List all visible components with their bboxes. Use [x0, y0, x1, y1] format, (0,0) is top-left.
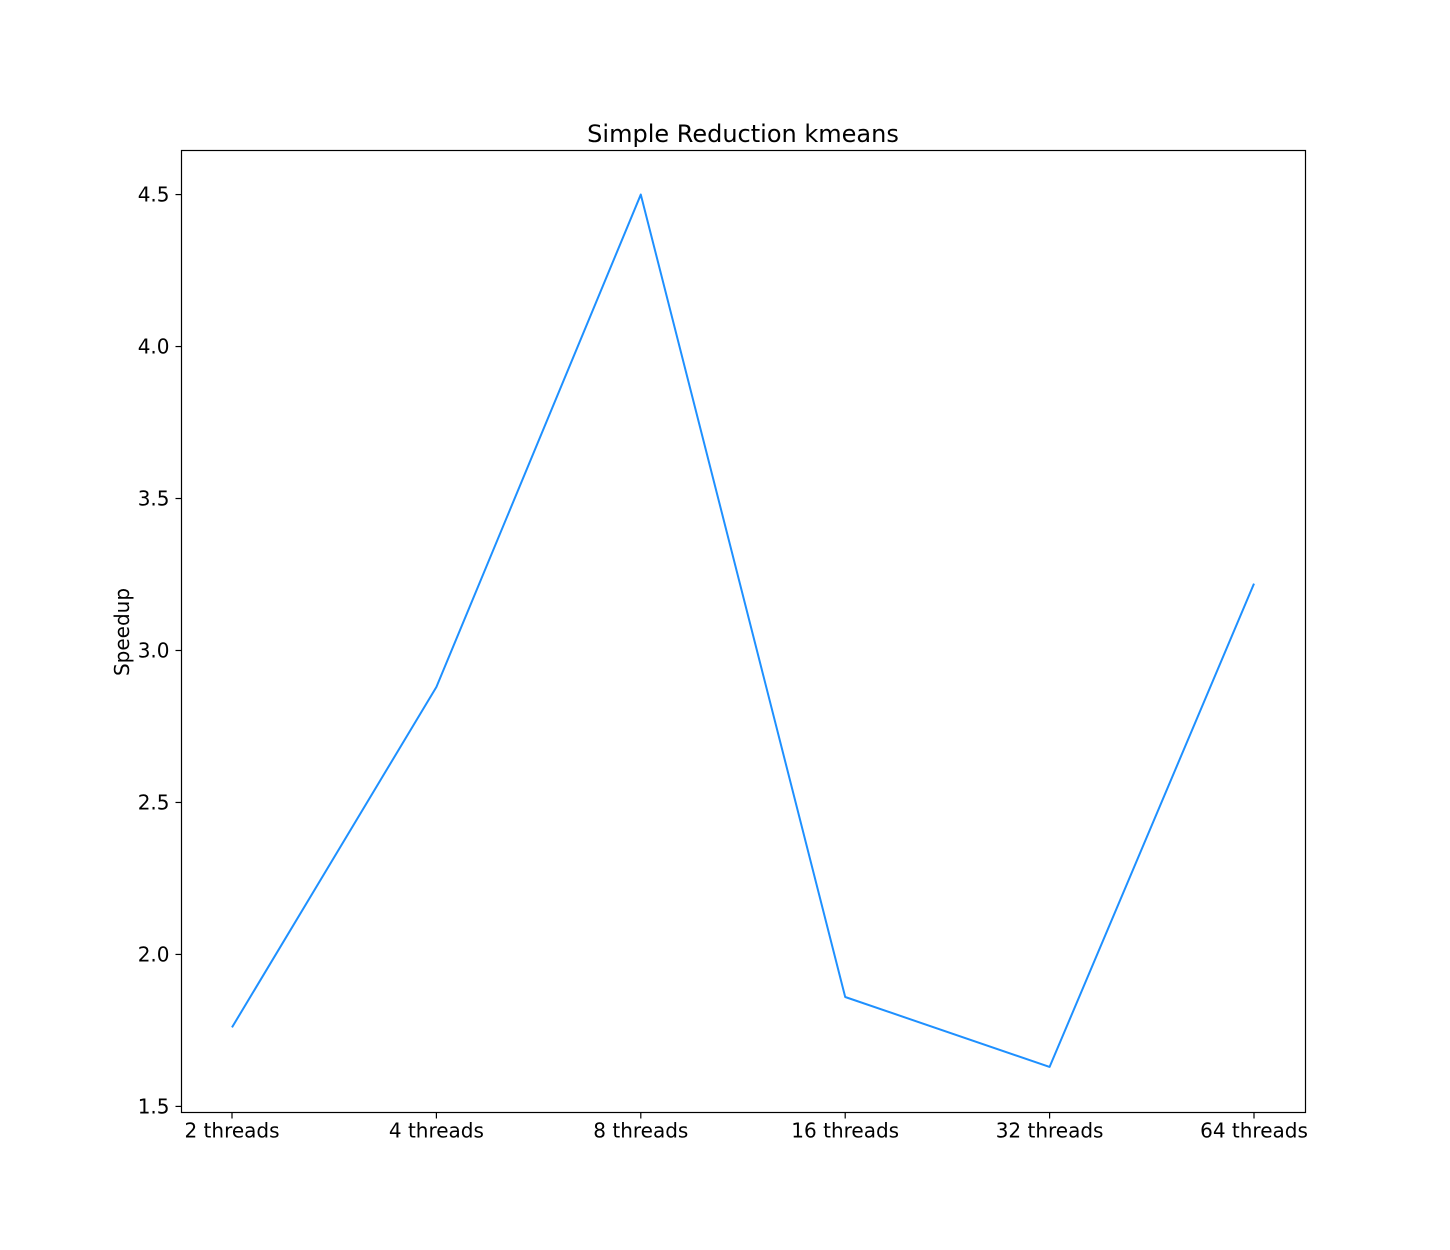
y-tick-label: 3.5 — [138, 487, 170, 511]
y-axis-label: Speedup — [110, 588, 134, 676]
x-tick-label: 8 threads — [593, 1119, 688, 1143]
y-tick-label: 3.0 — [138, 638, 170, 662]
y-tick-label: 1.5 — [138, 1094, 170, 1118]
x-tick-label: 4 threads — [389, 1119, 484, 1143]
speedup-series-line — [231, 193, 1255, 1068]
x-tick-label: 2 threads — [184, 1119, 279, 1143]
y-tick-label: 4.0 — [138, 335, 170, 359]
chart-title: Simple Reduction kmeans — [587, 120, 899, 148]
plot-frame — [180, 149, 1307, 1114]
y-tick-label: 2.0 — [138, 942, 170, 966]
y-tick-label: 4.5 — [138, 183, 170, 207]
x-tick-label: 32 threads — [996, 1119, 1104, 1143]
series-layer — [231, 193, 1255, 1068]
x-axis-ticks: 2 threads 4 threads 8 threads 16 threads 32 … — [184, 1112, 1308, 1143]
y-axis-ticks: 1.5 2.0 2.5 3.0 3.5 4.0 4.5 — [138, 183, 182, 1118]
x-tick-label: 16 threads — [791, 1119, 899, 1143]
x-tick-label: 64 threads — [1200, 1119, 1308, 1143]
y-tick-label: 2.5 — [138, 790, 170, 814]
